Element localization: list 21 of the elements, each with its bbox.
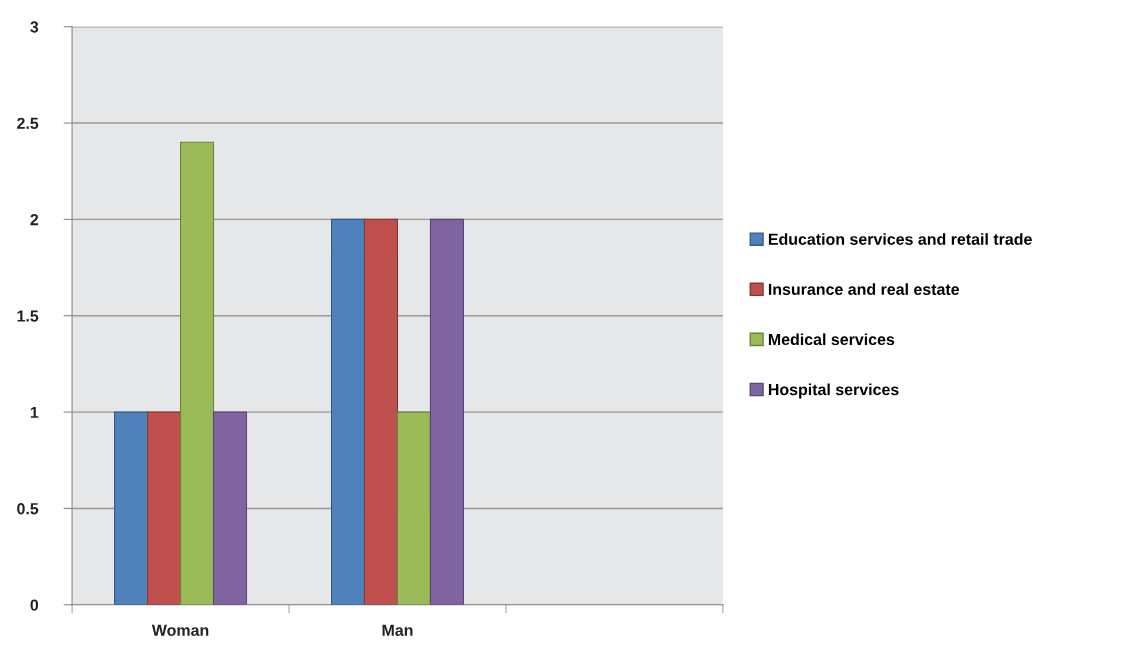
bar xyxy=(179,141,215,605)
bar xyxy=(147,411,182,605)
x-tick-label: Man xyxy=(382,624,413,636)
y-tick-label: 2.5 xyxy=(17,117,39,129)
bar xyxy=(212,411,248,605)
legend-label: Hospital services xyxy=(768,383,899,399)
y-tick-label: 0.5 xyxy=(17,503,39,515)
bar xyxy=(330,218,366,605)
bar xyxy=(114,411,149,605)
y-tick-label: 0 xyxy=(30,599,39,611)
legend-label: Insurance and real estate xyxy=(768,283,960,296)
bar xyxy=(363,218,399,605)
y-tick-label: 1 xyxy=(30,406,39,418)
y-tick-label: 3 xyxy=(30,21,39,33)
bar xyxy=(396,411,432,605)
x-tick-label: Woman xyxy=(151,624,209,636)
bar xyxy=(429,218,464,605)
y-tick-label: 2 xyxy=(30,214,39,226)
legend-label: Education services and retail trade xyxy=(768,233,1032,245)
y-tick-label: 1.5 xyxy=(17,310,39,322)
legend-label: Medical services xyxy=(768,333,895,346)
